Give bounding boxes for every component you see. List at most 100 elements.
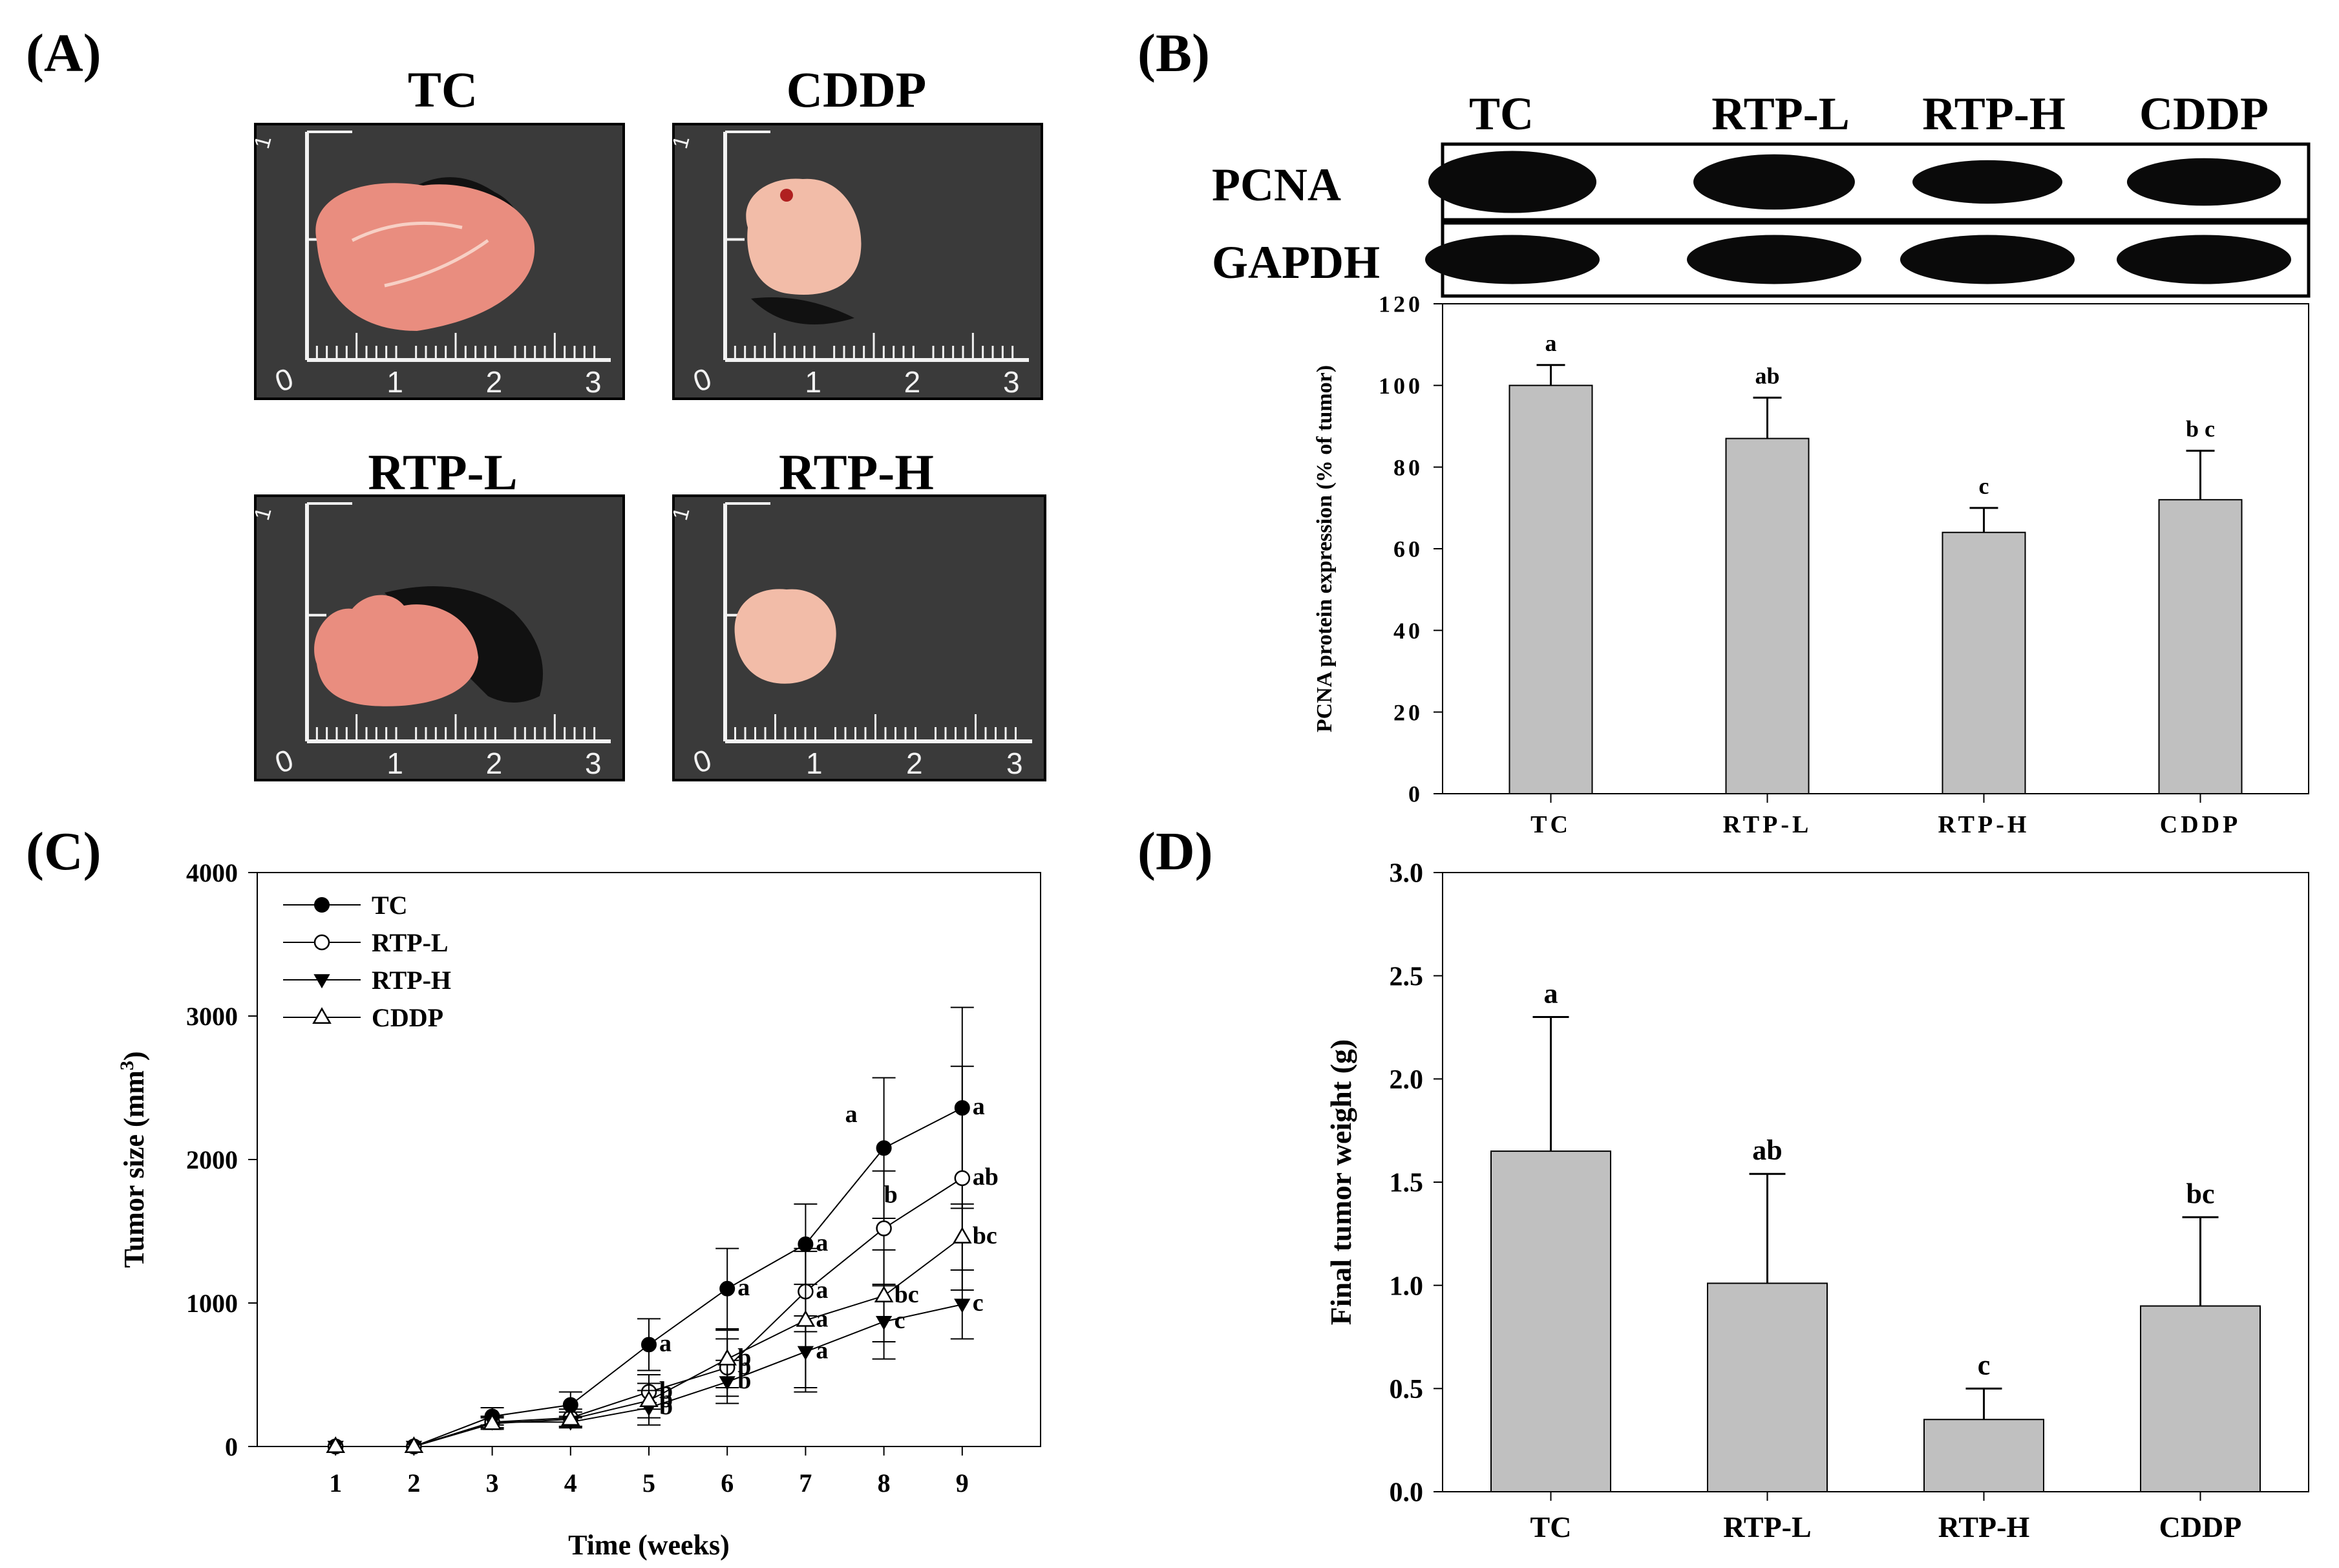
significance-letter: a (1545, 330, 1557, 356)
bar (1725, 438, 1810, 794)
y-axis-label: Tumor size (mm3) (116, 1051, 150, 1267)
y-tick-label: 2.0 (1390, 1065, 1424, 1095)
significance-letter: b (737, 1344, 751, 1372)
data-point (954, 1170, 971, 1187)
panel-label-b: (B) (1138, 23, 1210, 83)
data-point (952, 1227, 972, 1244)
x-category-label: TC (1530, 811, 1571, 838)
significance-letter: b (659, 1393, 673, 1420)
x-category-label: RTP-L (1723, 1510, 1811, 1543)
x-category-label: RTP-H (1938, 1510, 2030, 1543)
significance-letter: b (659, 1377, 673, 1404)
x-tick-label: 7 (799, 1468, 812, 1498)
ruler-number: 2 (486, 365, 503, 399)
y-tick-label: 4000 (186, 858, 238, 887)
ruler-number: 1 (386, 365, 403, 399)
data-point (404, 1436, 424, 1454)
y-axis-label-superscript: 3 (116, 1061, 138, 1070)
y-tick-label: 0.5 (1390, 1375, 1424, 1404)
data-point (313, 974, 330, 989)
significance-letter: b (737, 1367, 751, 1394)
bar (1707, 1282, 1828, 1493)
y-tick-label: 100 (1379, 373, 1423, 399)
significance-letter: a (816, 1277, 828, 1304)
x-category-label: CDDP (2159, 1510, 2242, 1543)
photo-title: RTP-H (779, 444, 934, 500)
data-point (314, 897, 330, 913)
ruler-number: 3 (585, 365, 602, 399)
legend-label: CDDP (372, 1003, 443, 1032)
y-tick-label: 80 (1393, 454, 1423, 480)
significance-letter: c (894, 1307, 905, 1334)
panel-label-d: (D) (1138, 821, 1213, 882)
x-category-label: RTP-H (1938, 811, 2030, 838)
significance-letter: c (1979, 473, 1989, 499)
legend-label: TC (372, 891, 408, 920)
significance-letter: a (1544, 978, 1558, 1010)
blot-row-label: PCNA (1212, 159, 1341, 211)
ruler-number: 2 (904, 365, 921, 399)
significance-letter: a (845, 1101, 858, 1128)
ruler-number: 3 (585, 747, 602, 780)
x-tick-label: 3 (486, 1468, 499, 1498)
data-point (313, 934, 330, 951)
ruler-number: 3 (1006, 747, 1023, 780)
y-tick-label: 40 (1393, 618, 1423, 644)
data-point (326, 1436, 346, 1454)
significance-letter: a (659, 1330, 672, 1357)
data-point (719, 1280, 736, 1297)
tumor-tc (315, 183, 535, 331)
panel-b-western-blot: TC RTP-L RTP-H CDDP PCNA GAPDH (1212, 88, 2311, 298)
x-axis-label: Time (weeks) (568, 1529, 730, 1561)
tumor-shadow (751, 297, 854, 324)
x-category-label: CDDP (2160, 811, 2241, 838)
y-tick-label: 0.0 (1390, 1478, 1424, 1508)
data-point (717, 1348, 737, 1366)
ruler-number: 3 (1003, 365, 1020, 399)
y-tick-label: 1000 (186, 1289, 238, 1318)
x-tick-label: 8 (878, 1468, 891, 1498)
y-tick-label: 3.0 (1390, 859, 1424, 889)
data-point (874, 1286, 894, 1302)
significance-letter: ab (1755, 363, 1779, 388)
ruler-number: 1 (386, 747, 403, 780)
blot-lane-label: RTP-H (1922, 88, 2065, 140)
significance-letter: c (973, 1289, 984, 1317)
x-tick-label: 4 (564, 1468, 577, 1498)
tumor-cddp (746, 178, 862, 295)
blot-band (1693, 154, 1855, 210)
significance-letter: a (816, 1337, 828, 1364)
significance-letter: bc (894, 1281, 919, 1308)
tumor-rtpl (314, 595, 478, 706)
data-point (954, 1298, 971, 1313)
significance-letter: b (884, 1181, 898, 1209)
significance-letter: bc (2186, 1178, 2215, 1209)
y-axis-label: Final tumor weight (g) (1324, 1039, 1357, 1326)
significance-letter: a (816, 1306, 828, 1333)
bar (1490, 1150, 1611, 1492)
legend-label: RTP-H (372, 966, 451, 995)
panel-label-a: (A) (26, 23, 101, 83)
x-tick-label: 1 (329, 1468, 342, 1498)
data-point (876, 1140, 892, 1156)
blot-band (2117, 235, 2291, 284)
x-tick-label: 2 (407, 1468, 420, 1498)
significance-letter: b (659, 1386, 673, 1413)
significance-letter: a (973, 1093, 985, 1120)
bar (1942, 531, 2026, 794)
y-tick-label: 2000 (186, 1145, 238, 1174)
x-tick-label: 6 (721, 1468, 734, 1498)
significance-letter: ab (973, 1163, 999, 1191)
data-point (560, 1409, 580, 1426)
tumor-spot (780, 189, 793, 202)
chart-d-tumor-weight: 0.0 0.5 1.0 1.5 2.0 2.5 3.0 a TC ab RTP-L c RTP-H bc C… (1324, 859, 2309, 1543)
data-point (639, 1390, 659, 1408)
ruler-number: 2 (906, 747, 923, 780)
y-axis-label-end: ) (118, 1051, 150, 1061)
data-point (876, 1220, 892, 1236)
significance-letter: c (1978, 1349, 1991, 1381)
